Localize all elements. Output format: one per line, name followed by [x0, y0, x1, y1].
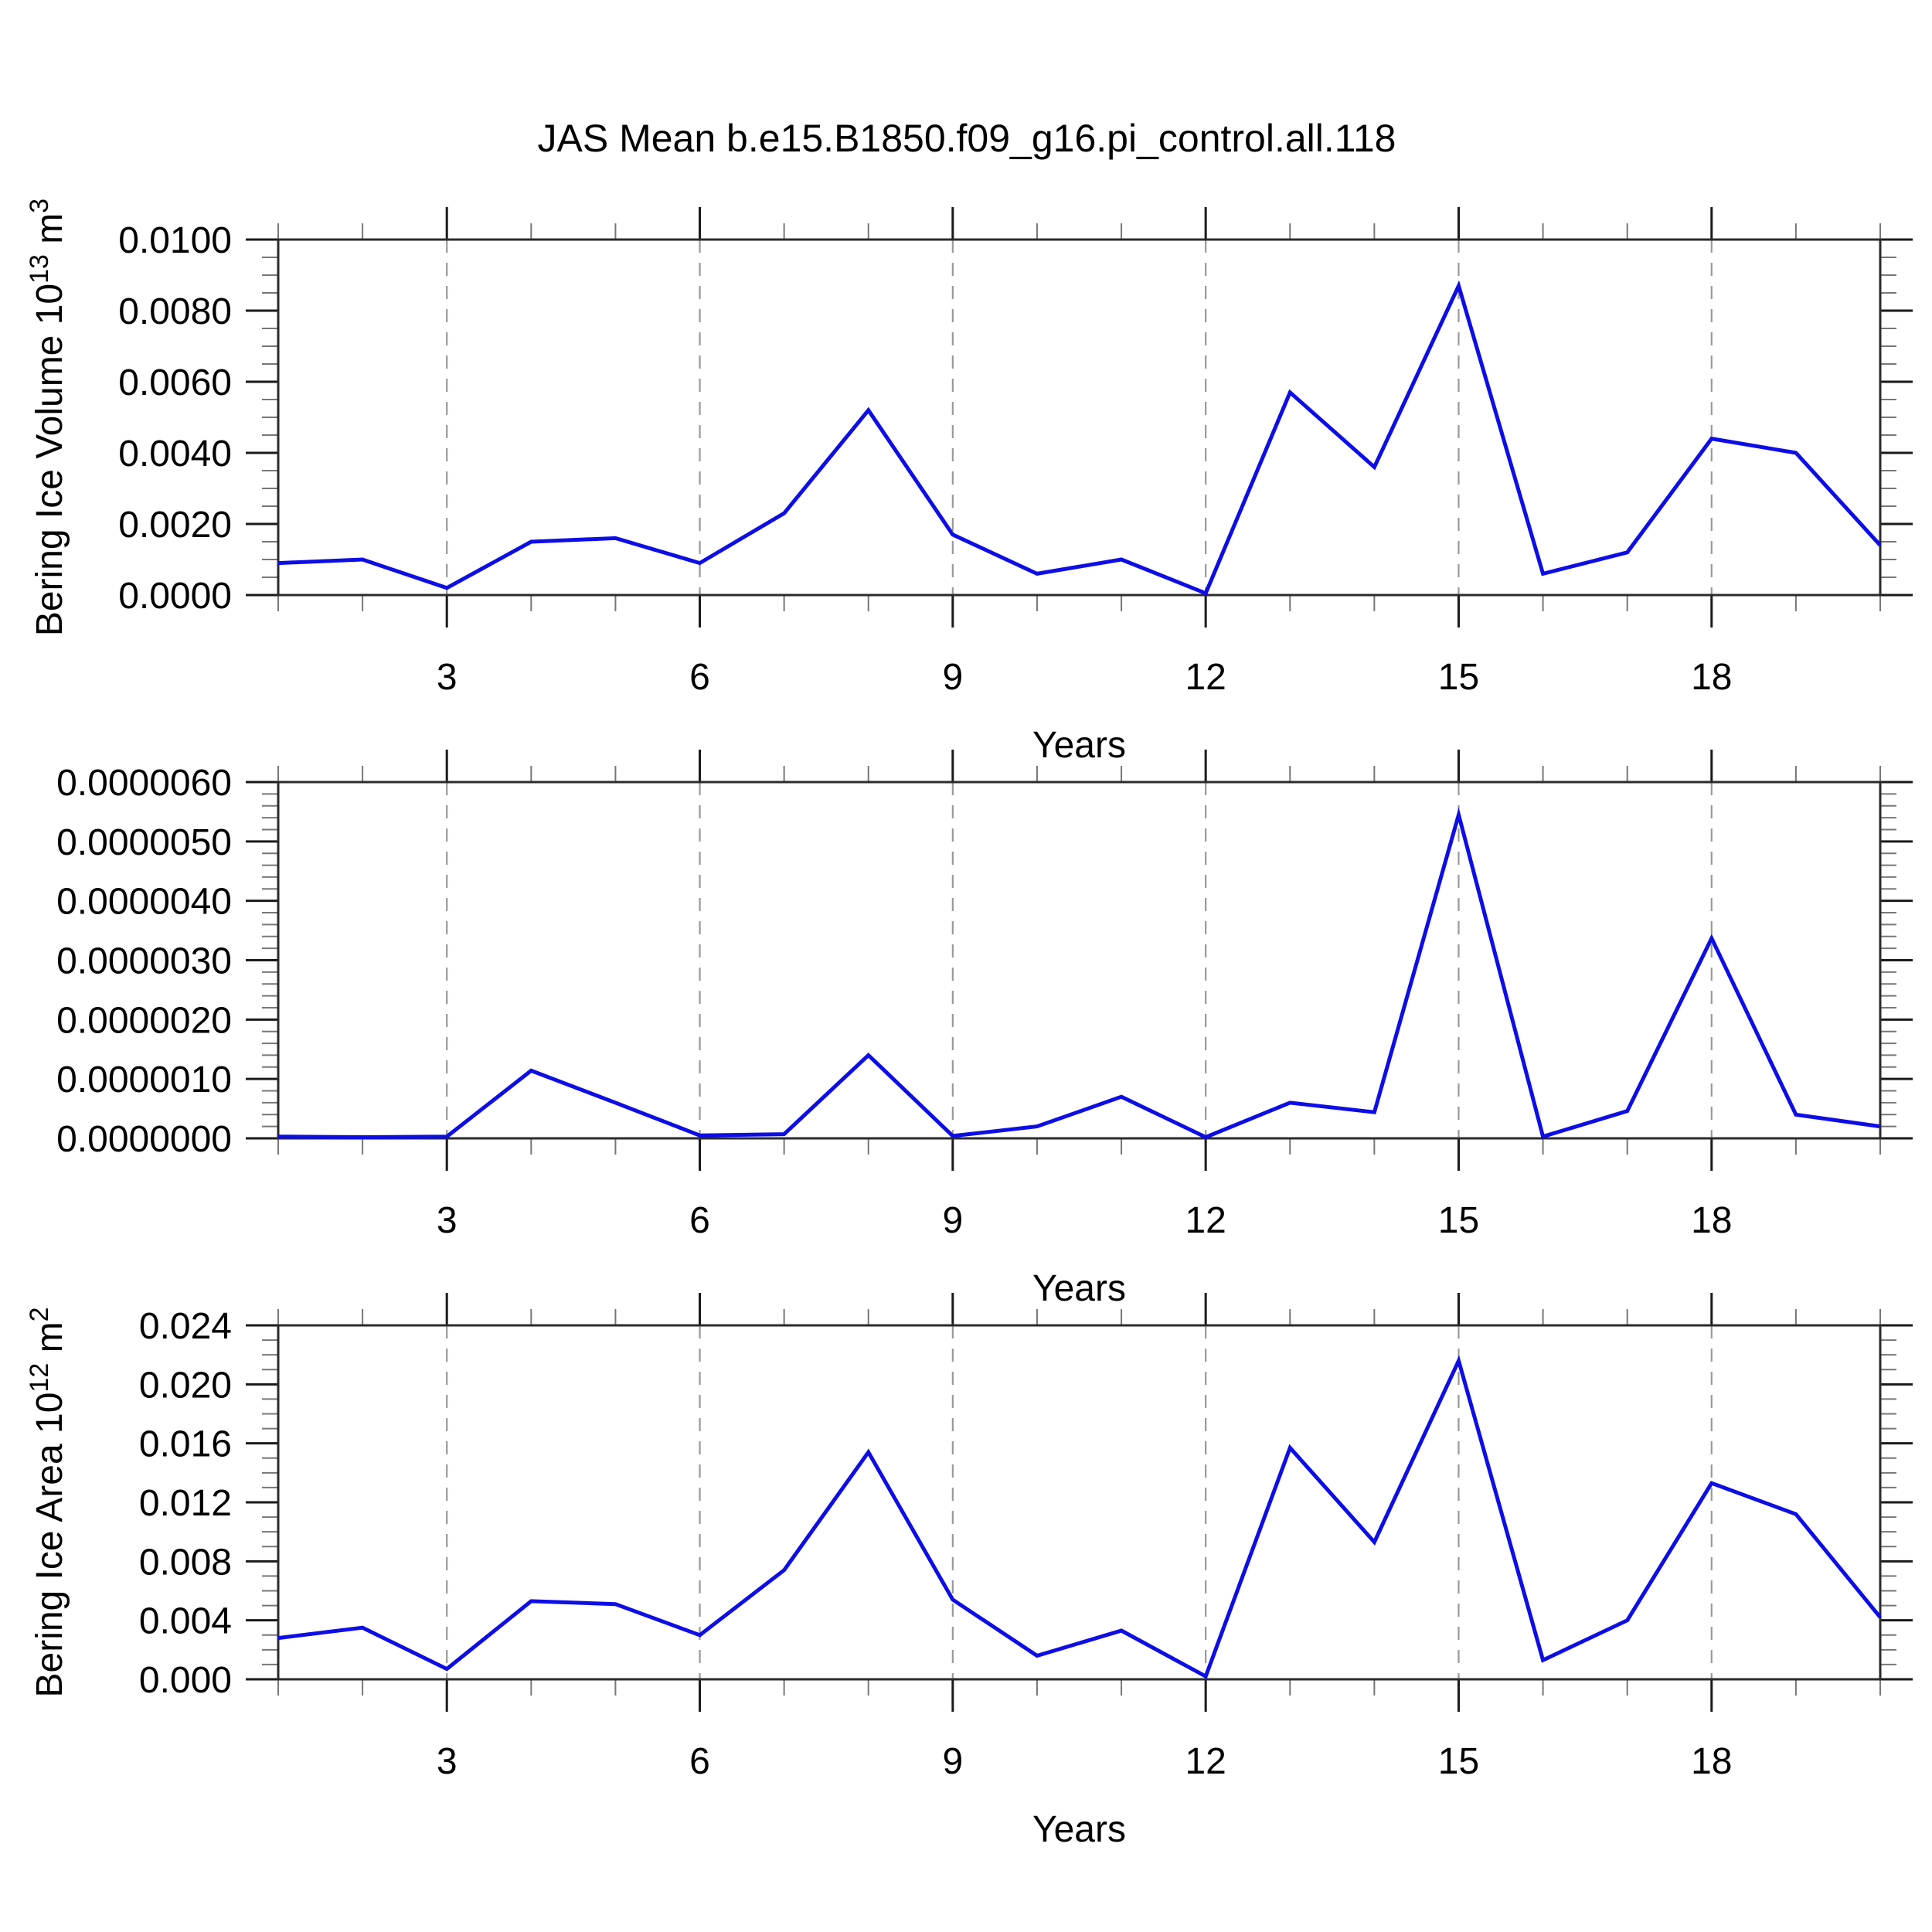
y-tick-label-0.0020: 0.0020: [118, 505, 232, 546]
x-tick-label-18: 18: [1691, 1741, 1732, 1782]
y-tick-label-0.0000050: 0.0000050: [56, 822, 232, 863]
plot-title: JAS Mean b.e15.B1850.f09_g16.pi_control.…: [538, 117, 1396, 160]
x-tick-label-15: 15: [1438, 1200, 1479, 1241]
x-axis-title: Years: [1032, 1809, 1126, 1850]
chart-bering-ice-volume: 0.0000 0.0020 0.0040 0.0060 0.0080 0.0100 3 6 9 1…: [25, 199, 1913, 766]
x-tick-label-6: 6: [689, 657, 710, 698]
y-tick-label-0.0000060: 0.0000060: [56, 763, 232, 804]
chart-bering-ice-middle: 0.0000000 0.0000010 0.0000020 0.0000030 0.00…: [56, 750, 1913, 1309]
x-tick-label-12: 12: [1185, 1741, 1226, 1782]
y-tick-label-0.0060: 0.0060: [118, 362, 232, 403]
x-tick-label-15: 15: [1438, 657, 1479, 698]
x-tick-label-3: 3: [437, 1200, 457, 1241]
x-tick-label-9: 9: [942, 1741, 963, 1782]
series-line-bering-ice-volume: [277, 280, 1882, 596]
y-tick-label-0.012: 0.012: [139, 1483, 232, 1524]
y-tick-label-0.004: 0.004: [139, 1601, 232, 1642]
x-tick-label-18: 18: [1691, 1200, 1732, 1241]
x-tick-label-9: 9: [942, 1200, 963, 1241]
y-tick-label-0.024: 0.024: [139, 1306, 232, 1347]
y-axis-title: Bering Ice Area 1012​ m2​: [25, 1308, 70, 1698]
x-tick-label-15: 15: [1438, 1741, 1479, 1782]
x-tick-label-6: 6: [689, 1741, 710, 1782]
y-tick-label-0.020: 0.020: [139, 1365, 232, 1406]
x-tick-label-3: 3: [437, 657, 457, 698]
plot-frame: [277, 781, 1882, 1140]
y-tick-label-0.000: 0.000: [139, 1660, 232, 1701]
y-tick-label-0.0000: 0.0000: [118, 576, 232, 617]
x-tick-label-3: 3: [437, 1741, 457, 1782]
series-line-bering-ice-area: [277, 1355, 1882, 1679]
x-tick-label-12: 12: [1185, 1200, 1226, 1241]
y-tick-label-0.0000020: 0.0000020: [56, 1000, 232, 1041]
x-axis-title: Years: [1032, 1268, 1126, 1309]
x-tick-label-6: 6: [689, 1200, 710, 1241]
y-tick-label-0.008: 0.008: [139, 1542, 232, 1583]
y-tick-label-0.0000000: 0.0000000: [56, 1119, 232, 1160]
y-tick-label-0.0000010: 0.0000010: [56, 1060, 232, 1100]
y-tick-label-0.0080: 0.0080: [118, 291, 232, 332]
charts-group: 0.0000 0.0020 0.0040 0.0060 0.0080 0.0100 3 6 9 1…: [25, 199, 1913, 1850]
y-tick-label-0.0040: 0.0040: [118, 434, 232, 474]
series-line-bering-ice-middle: [277, 807, 1881, 1140]
y-tick-label-0.0000040: 0.0000040: [56, 882, 232, 923]
chart-bering-ice-area: 0.000 0.004 0.008 0.012 0.016 0.020 0.024 3 6 9 12…: [25, 1293, 1913, 1850]
plot-frame: [277, 1324, 1882, 1681]
x-tick-label-9: 9: [942, 657, 963, 698]
plot-frame: [277, 238, 1882, 597]
x-tick-label-12: 12: [1185, 657, 1226, 698]
y-tick-label-0.0000030: 0.0000030: [56, 941, 232, 982]
y-axis-title: Bering Ice Volume 1013​ m3​: [25, 199, 70, 636]
x-tick-label-18: 18: [1691, 657, 1732, 698]
y-tick-label-0.0100: 0.0100: [118, 220, 232, 261]
x-axis-title: Years: [1032, 725, 1126, 766]
y-tick-label-0.016: 0.016: [139, 1424, 232, 1465]
